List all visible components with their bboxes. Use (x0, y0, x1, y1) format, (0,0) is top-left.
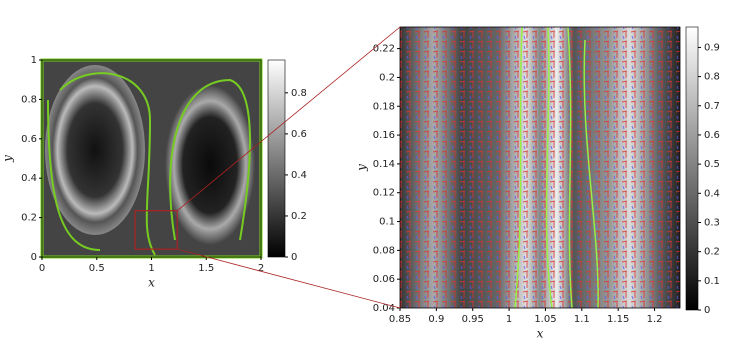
colorbar-tick-label: 0.8 (291, 88, 307, 99)
y-tick-label: 0.2 (379, 72, 395, 83)
zoom-line (177, 248, 401, 309)
colorbar (685, 26, 699, 311)
y-tick-label: 0.22 (373, 44, 395, 55)
x-tick-label: 2 (258, 263, 264, 274)
x-tick-label: 1 (148, 263, 154, 274)
colorbar-tick-label: 0.4 (291, 170, 307, 181)
y-axis-label: y (1, 155, 15, 163)
colorbar-tick-label: 0.6 (704, 130, 720, 141)
x-tick-label: 0 (39, 263, 45, 274)
colorbar-tick-label: 0.3 (704, 217, 720, 228)
y-tick-label: 0.8 (21, 94, 37, 105)
y-tick-label: 0.06 (373, 274, 395, 285)
x-tick-label: 1 (506, 314, 512, 325)
x-tick-label: 0.5 (89, 263, 105, 274)
x-tick-label: 0.85 (389, 314, 411, 325)
y-tick-label: 0.18 (373, 101, 395, 112)
y-tick-label: 0.2 (21, 213, 37, 224)
y-tick-label: 0.12 (373, 188, 395, 199)
y-axis-label: y (355, 164, 369, 172)
zoom-line (176, 26, 401, 212)
y-tick-label: 0.04 (373, 303, 395, 314)
colorbar-tick-label: 0.2 (291, 211, 307, 222)
x-tick-label: 1.2 (647, 314, 663, 325)
y-tick-label: 0.1 (379, 217, 395, 228)
x-tick-label: 1.5 (198, 263, 214, 274)
y-tick-label: 0.6 (21, 134, 37, 145)
y-tick-label: 0.16 (373, 130, 395, 141)
x-tick-label: 1.15 (607, 314, 629, 325)
x-axis-label: x (537, 327, 544, 341)
colorbar-tick-label: 0.4 (704, 188, 720, 199)
y-tick-label: 1 (31, 55, 37, 66)
colorbar-tick-label: 0.7 (704, 101, 720, 112)
x-axis-label: x (148, 276, 155, 290)
plot-frame (399, 26, 681, 309)
colorbar-tick-label: 0.1 (704, 276, 720, 287)
y-tick-label: 0.08 (373, 245, 395, 256)
x-tick-label: 1.05 (534, 314, 556, 325)
colorbar-tick-label: 0.6 (291, 129, 307, 140)
colorbar-tick-label: 0 (704, 305, 710, 316)
colorbar-tick-label: 0.5 (704, 159, 720, 170)
right-image (400, 26, 680, 309)
colorbar-tick-label: 0.9 (704, 42, 720, 53)
y-tick-label: 0 (31, 252, 37, 263)
colorbar-tick-label: 0.8 (704, 72, 720, 83)
colorbar (267, 59, 286, 258)
left-image (40, 58, 263, 259)
colorbar-tick-label: 0.2 (704, 247, 720, 258)
x-tick-label: 0.95 (462, 314, 484, 325)
colorbar-tick-label: 0 (291, 252, 297, 263)
x-tick-label: 0.9 (428, 314, 444, 325)
x-tick-label: 1.1 (574, 314, 590, 325)
y-tick-label: 0.14 (373, 159, 395, 170)
zoom-box (134, 210, 178, 250)
y-tick-label: 0.4 (21, 173, 37, 184)
